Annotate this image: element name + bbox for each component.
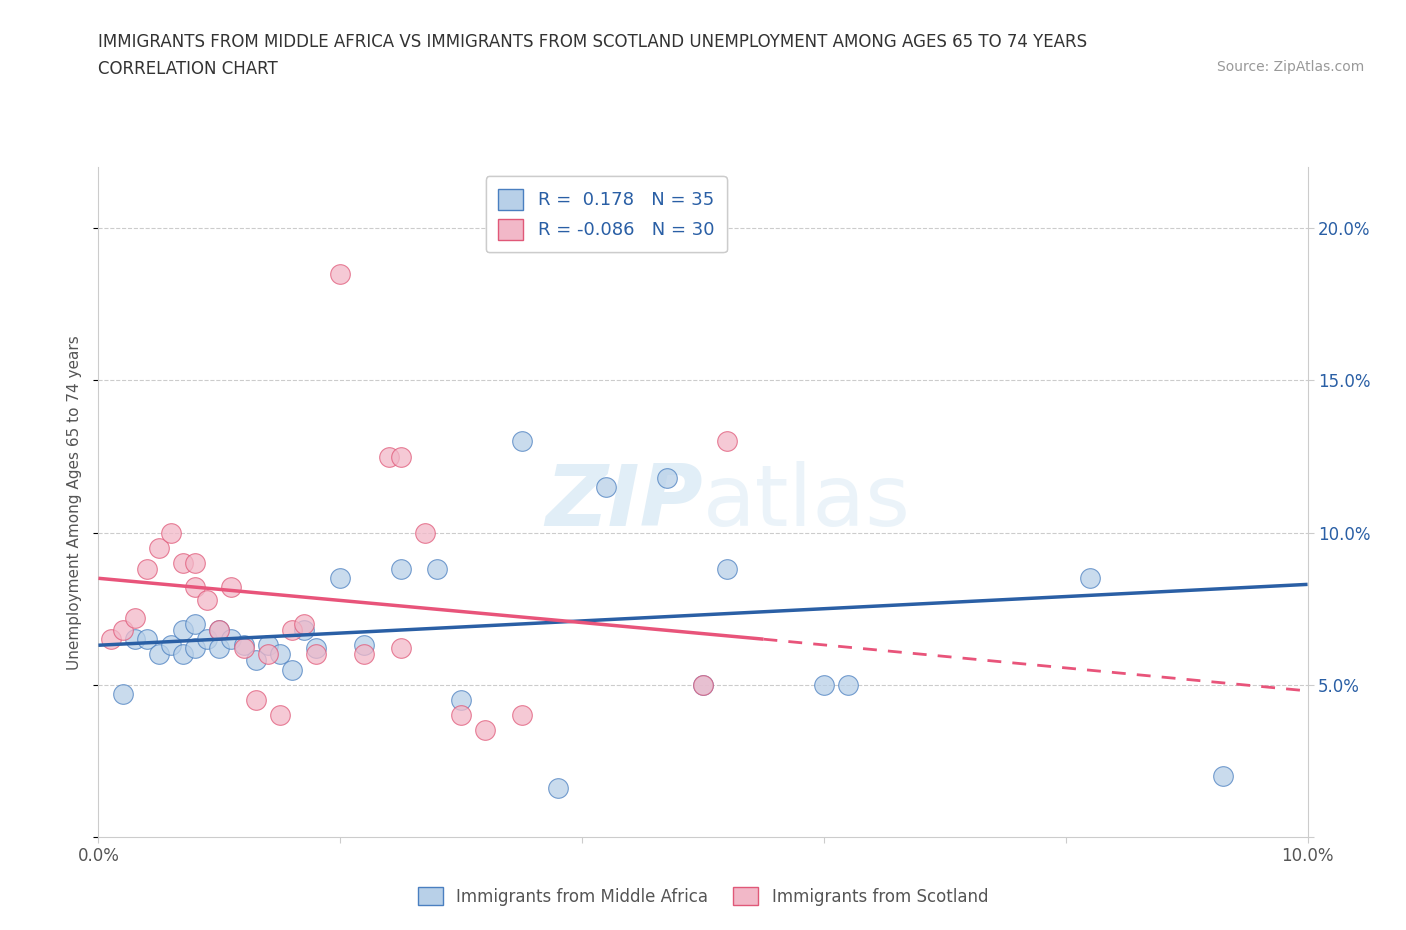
Point xyxy=(281,622,304,637)
Point xyxy=(184,617,207,631)
Point xyxy=(450,693,472,708)
Point xyxy=(305,647,328,662)
Point xyxy=(148,647,170,662)
Point xyxy=(510,708,533,723)
Point xyxy=(292,617,315,631)
Point xyxy=(426,562,449,577)
Point xyxy=(245,693,267,708)
Point xyxy=(1212,769,1234,784)
Point xyxy=(1078,571,1101,586)
Point xyxy=(413,525,436,540)
Point xyxy=(195,592,218,607)
Point xyxy=(281,662,304,677)
Point xyxy=(232,641,254,656)
Point xyxy=(256,638,278,653)
Text: atlas: atlas xyxy=(703,460,911,544)
Point xyxy=(184,580,207,595)
Point xyxy=(208,622,231,637)
Point xyxy=(172,647,194,662)
Point xyxy=(184,641,207,656)
Point xyxy=(837,677,859,692)
Point xyxy=(813,677,835,692)
Text: IMMIGRANTS FROM MIDDLE AFRICA VS IMMIGRANTS FROM SCOTLAND UNEMPLOYMENT AMONG AGE: IMMIGRANTS FROM MIDDLE AFRICA VS IMMIGRA… xyxy=(98,33,1088,50)
Point xyxy=(221,580,243,595)
Point xyxy=(208,641,231,656)
Point xyxy=(269,708,291,723)
Point xyxy=(450,708,472,723)
Point xyxy=(221,631,243,646)
Point xyxy=(510,434,533,449)
Point xyxy=(595,480,617,495)
Point xyxy=(655,471,678,485)
Point xyxy=(100,631,122,646)
Point xyxy=(474,723,496,737)
Point xyxy=(547,781,569,796)
Text: CORRELATION CHART: CORRELATION CHART xyxy=(98,60,278,78)
Point xyxy=(195,631,218,646)
Point xyxy=(329,571,352,586)
Point xyxy=(353,647,375,662)
Point xyxy=(172,555,194,570)
Point xyxy=(389,449,412,464)
Point xyxy=(184,555,207,570)
Point xyxy=(389,562,412,577)
Point xyxy=(389,641,412,656)
Point xyxy=(245,653,267,668)
Y-axis label: Unemployment Among Ages 65 to 74 years: Unemployment Among Ages 65 to 74 years xyxy=(67,335,83,670)
Legend: Immigrants from Middle Africa, Immigrants from Scotland: Immigrants from Middle Africa, Immigrant… xyxy=(411,881,995,912)
Point xyxy=(232,638,254,653)
Point xyxy=(135,631,157,646)
Point xyxy=(716,562,738,577)
Point xyxy=(692,677,714,692)
Point xyxy=(160,638,183,653)
Point xyxy=(148,540,170,555)
Point xyxy=(124,610,146,625)
Point xyxy=(111,686,134,701)
Text: Source: ZipAtlas.com: Source: ZipAtlas.com xyxy=(1216,60,1364,74)
Point xyxy=(172,622,194,637)
Point xyxy=(692,677,714,692)
Point xyxy=(124,631,146,646)
Point xyxy=(111,622,134,637)
Point xyxy=(377,449,399,464)
Legend: R =  0.178   N = 35, R = -0.086   N = 30: R = 0.178 N = 35, R = -0.086 N = 30 xyxy=(485,177,727,252)
Point xyxy=(305,641,328,656)
Text: ZIP: ZIP xyxy=(546,460,703,544)
Point xyxy=(716,434,738,449)
Point xyxy=(353,638,375,653)
Point xyxy=(256,647,278,662)
Point xyxy=(135,562,157,577)
Point xyxy=(292,622,315,637)
Point xyxy=(329,267,352,282)
Point xyxy=(269,647,291,662)
Point xyxy=(208,622,231,637)
Point xyxy=(160,525,183,540)
